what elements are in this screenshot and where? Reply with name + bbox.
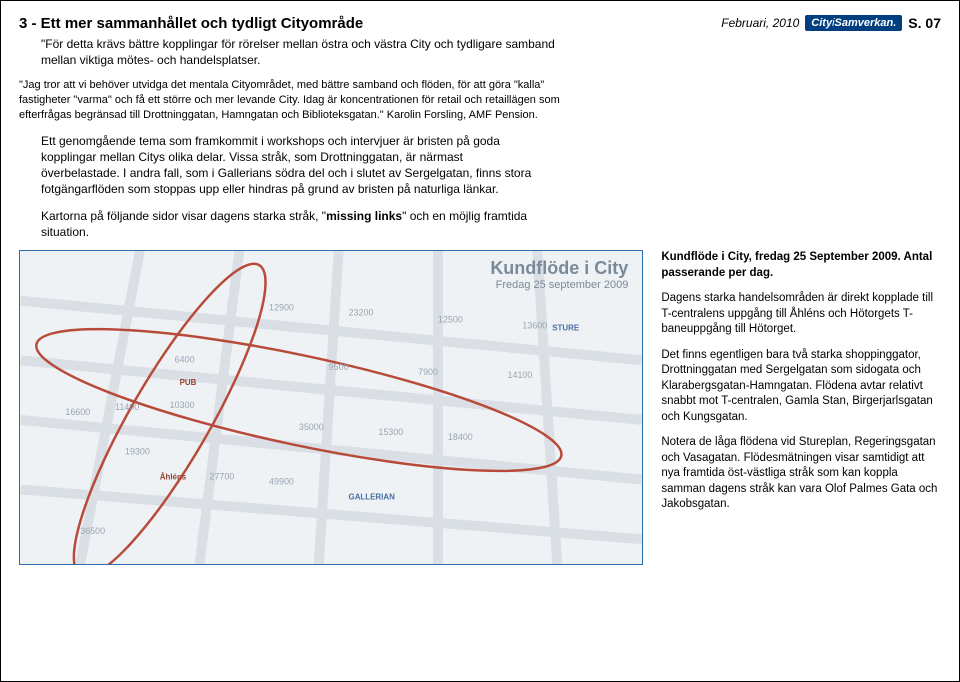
page-container: 3 - Ett mer sammanhållet och tydligt Cit… xyxy=(1,1,959,681)
map-number-label: 6400 xyxy=(175,354,195,364)
logo-main: City xyxy=(811,17,832,29)
map-number-label: 14100 xyxy=(508,370,533,380)
logo: CityiSamverkan. xyxy=(805,15,902,31)
map-number-label: 19300 xyxy=(125,447,150,457)
map-title-block: Kundflöde i City Fredag 25 september 200… xyxy=(490,259,628,291)
section-subtitle: "För detta krävs bättre kopplingar för r… xyxy=(41,36,579,68)
header-right: Februari, 2010 CityiSamverkan. S. 07 xyxy=(721,15,941,31)
map-number-label: 10300 xyxy=(170,400,195,410)
caption-p3: Notera de låga flödena vid Stureplan, Re… xyxy=(661,435,941,513)
map-number-label: 36500 xyxy=(80,526,105,536)
logo-sub: Samverkan. xyxy=(835,17,897,29)
caption-title: Kundflöde i City, fredag 25 September 20… xyxy=(661,250,941,281)
map-number-label: 18400 xyxy=(448,432,473,442)
map-number-label: 12900 xyxy=(269,303,294,313)
street-grid xyxy=(21,251,642,564)
map-poi-label: Åhléns xyxy=(160,473,187,482)
left-column: 3 - Ett mer sammanhållet och tydligt Cit… xyxy=(19,15,579,78)
caption-column: Kundflöde i City, fredag 25 September 20… xyxy=(661,250,941,565)
map-number-label: 11400 xyxy=(115,402,139,412)
body2-pre: Kartorna på följande sidor visar dagens … xyxy=(41,209,326,223)
map-number-label: 15300 xyxy=(378,427,403,437)
quote-block: "Jag tror att vi behöver utvidga det men… xyxy=(19,78,579,123)
top-row: 3 - Ett mer sammanhållet och tydligt Cit… xyxy=(19,15,941,78)
body-paragraph-2: Kartorna på följande sidor visar dagens … xyxy=(41,208,541,240)
map-number-label: 27700 xyxy=(209,472,234,482)
map-number-label: 7900 xyxy=(418,367,438,377)
map-number-label: 12500 xyxy=(438,315,463,325)
map-poi-label: STURE xyxy=(552,324,579,333)
caption-p1: Dagens starka handelsområden är direkt k… xyxy=(661,291,941,338)
date-label: Februari, 2010 xyxy=(721,16,799,30)
map-poi-label: GALLERIAN xyxy=(349,492,396,501)
page-number: S. 07 xyxy=(908,15,941,31)
body-paragraph-1: Ett genomgående tema som framkommit i wo… xyxy=(41,133,541,198)
body2-bold: missing links xyxy=(326,209,402,223)
map-number-label: 9500 xyxy=(329,362,349,372)
bottom-row: 12900 23200 12500 13600 6400 9500 7900 14100 166… xyxy=(19,250,941,565)
map-number-label: 49900 xyxy=(269,477,294,487)
map-svg: 12900 23200 12500 13600 6400 9500 7900 14100 166… xyxy=(20,251,642,564)
map-container: 12900 23200 12500 13600 6400 9500 7900 14100 166… xyxy=(19,250,643,565)
section-title: 3 - Ett mer sammanhållet och tydligt Cit… xyxy=(19,15,579,32)
caption-p2: Det finns egentligen bara två starka sho… xyxy=(661,348,941,426)
map-subtitle: Fredag 25 september 2009 xyxy=(490,279,628,291)
map-number-label: 13600 xyxy=(522,321,547,331)
map-number-label: 35000 xyxy=(299,422,324,432)
map-poi-label: PUB xyxy=(180,378,197,387)
map-title: Kundflöde i City xyxy=(490,259,628,279)
map-number-label: 23200 xyxy=(349,308,374,318)
map-number-label: 16600 xyxy=(65,407,90,417)
